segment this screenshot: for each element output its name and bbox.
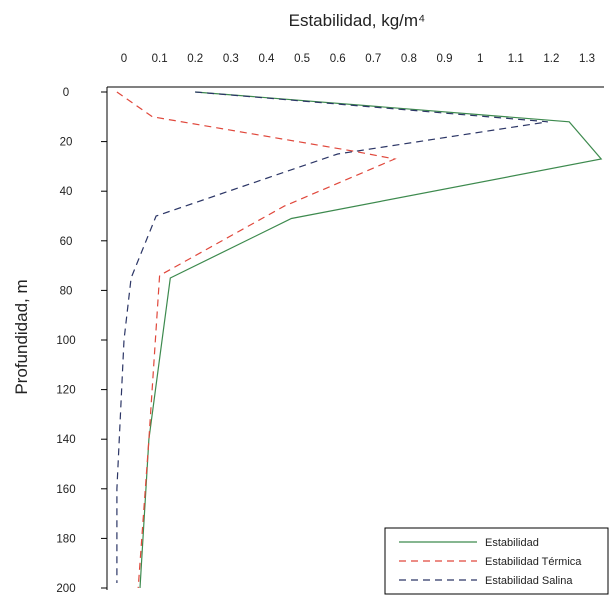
y-tick-label: 20 [60, 137, 73, 149]
x-tick-label: 0.4 [258, 53, 275, 65]
y-tick-label: 200 [56, 583, 75, 595]
y-ticks: 0 20 40 60 80 100 120 140 160 180 200 [56, 87, 107, 595]
series-layer [116, 91, 603, 589]
x-tick-label: 1.3 [579, 53, 595, 65]
legend-box [384, 527, 609, 595]
series-line-2 [116, 91, 548, 583]
y-tick-label: 160 [56, 484, 75, 496]
x-tick-label: 0.9 [437, 53, 453, 65]
y-axis-title: Profundidad, m [12, 279, 31, 394]
y-tick-label: 80 [60, 285, 73, 297]
x-tick-label: 0.3 [223, 53, 239, 65]
x-tick-label: 0.6 [330, 53, 346, 65]
y-tick-label: 140 [56, 434, 75, 446]
series-line-1 [116, 91, 397, 589]
series-line-0 [139, 91, 603, 589]
x-tick-label: 0.8 [401, 53, 417, 65]
y-tick-label: 40 [60, 186, 73, 198]
x-tick-label: 0.1 [152, 53, 168, 65]
x-ticks: 0 0.1 0.2 0.3 0.4 0.5 0.6 0.7 0.8 0.9 1 1.1 1.2 1.3 [121, 53, 595, 65]
legend-label: Estabilidad [485, 537, 539, 549]
x-tick-label: 1 [477, 53, 483, 65]
legend-label: Estabilidad Térmica [485, 556, 582, 568]
x-tick-label: 0.5 [294, 53, 310, 65]
y-tick-label: 60 [60, 236, 73, 248]
legend: Estabilidad Estabilidad Térmica Estabilida… [384, 527, 609, 595]
x-tick-label: 1.2 [543, 53, 559, 65]
x-tick-label: 0.7 [365, 53, 381, 65]
y-tick-label: 120 [56, 385, 75, 397]
axes [106, 86, 604, 590]
x-axis-title: Estabilidad, kg/m⁴ [289, 11, 426, 30]
legend-label: Estabilidad Salina [485, 575, 573, 587]
x-tick-label: 0.2 [187, 53, 203, 65]
y-tick-label: 0 [63, 87, 69, 99]
y-tick-label: 180 [56, 533, 75, 545]
x-tick-label: 0 [121, 53, 127, 65]
x-tick-label: 1.1 [508, 53, 524, 65]
y-tick-label: 100 [56, 335, 75, 347]
